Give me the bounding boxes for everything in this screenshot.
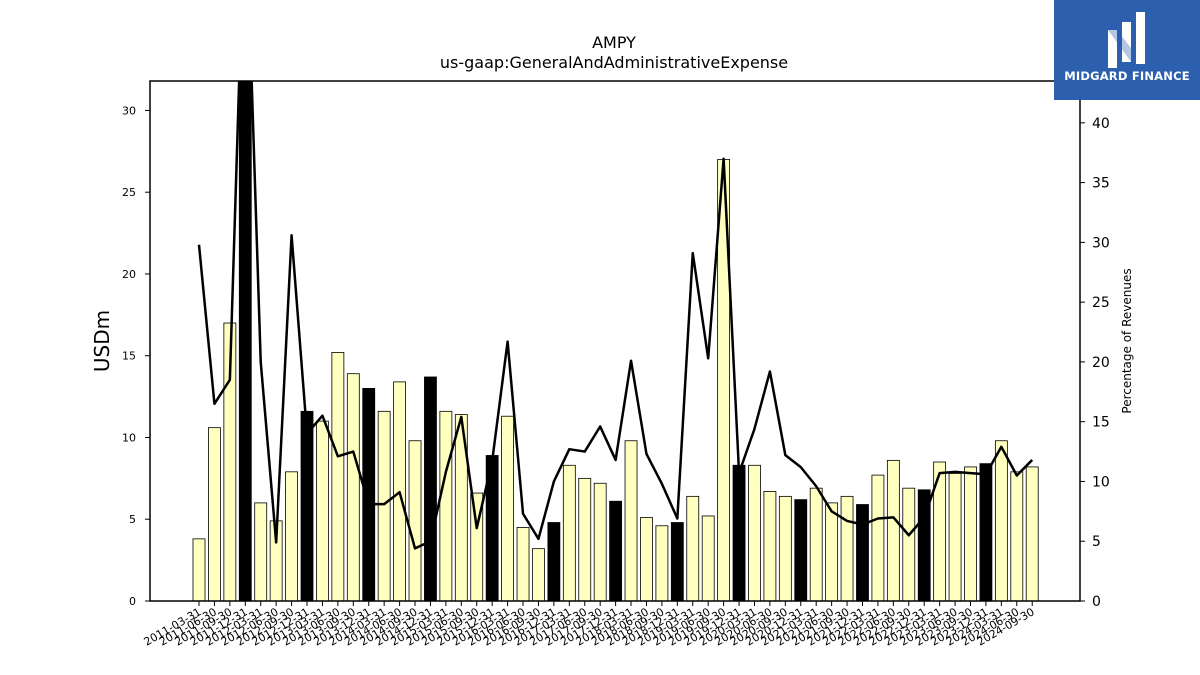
bar-2011-09-30 xyxy=(223,322,237,601)
bar-2018-09-30 xyxy=(655,525,669,601)
bar-2017-06-30 xyxy=(578,477,592,601)
bar-2024-03-31 xyxy=(994,440,1008,601)
bar-group xyxy=(192,81,1039,601)
y2-axis-label: Percentage of Revenues xyxy=(1120,268,1134,413)
bar-2012-12-31 xyxy=(300,410,314,601)
y2tick-label: 5 xyxy=(1092,534,1101,550)
bar-2013-03-31 xyxy=(316,420,329,601)
brand-logo: MIDGARD FINANCE xyxy=(1054,0,1200,100)
y2tick-label: 0 xyxy=(1092,594,1101,610)
bar-2019-06-30 xyxy=(701,515,715,601)
bar-2022-03-31 xyxy=(871,474,885,601)
ytick-label: 30 xyxy=(122,104,136,117)
chart-subtitle: us-gaap:GeneralAndAdministrativeExpense xyxy=(440,53,788,72)
ytick-label: 10 xyxy=(122,431,136,444)
bar-2022-09-30 xyxy=(902,487,916,601)
bar-2022-06-30 xyxy=(886,459,900,601)
bar-2014-03-31 xyxy=(377,410,391,601)
bar-2023-12-31 xyxy=(979,463,993,601)
y2tick-label: 25 xyxy=(1092,295,1110,311)
bar-2014-09-30 xyxy=(408,440,422,601)
plot-frame xyxy=(149,80,1081,602)
bar-2011-12-31 xyxy=(238,81,252,601)
bar-2016-09-30 xyxy=(532,548,545,601)
y2tick-label: 10 xyxy=(1092,474,1110,490)
y2tick-label: 20 xyxy=(1092,355,1110,371)
y-axis-label: USDm xyxy=(90,310,114,372)
bar-2021-09-30 xyxy=(840,495,854,601)
percentage-line xyxy=(197,81,1034,550)
bar-2017-03-31 xyxy=(562,464,576,601)
midgard-logo-icon xyxy=(1108,12,1145,68)
bar-2013-12-31 xyxy=(362,388,376,601)
bar-2018-12-31 xyxy=(670,522,684,601)
bar-2024-09-30 xyxy=(1025,466,1039,601)
left-axis-ticks: 0 5 10 15 20 25 30 xyxy=(122,104,150,608)
bar-2023-06-30 xyxy=(948,473,962,601)
bar-2020-12-31 xyxy=(794,499,808,601)
bar-2011-03-31 xyxy=(192,538,206,601)
bar-2020-09-30 xyxy=(778,495,792,601)
ytick-label: 5 xyxy=(129,513,136,526)
chart-title: AMPY xyxy=(592,33,636,52)
ytick-label: 25 xyxy=(122,186,136,199)
bar-2012-03-31 xyxy=(254,502,268,601)
bar-2022-12-31 xyxy=(917,489,931,601)
bar-2018-06-30 xyxy=(640,517,653,601)
bar-2024-06-30 xyxy=(1010,471,1024,601)
ytick-label: 20 xyxy=(122,268,136,281)
bar-2021-12-31 xyxy=(856,504,869,601)
bar-2017-12-31 xyxy=(609,500,623,601)
y2tick-label: 40 xyxy=(1092,116,1110,132)
bar-2013-09-30 xyxy=(346,373,360,601)
bar-2017-09-30 xyxy=(593,482,607,601)
y2tick-label: 35 xyxy=(1092,176,1110,192)
bar-2021-06-30 xyxy=(825,502,839,601)
brand-name: MIDGARD FINANCE xyxy=(1064,69,1190,83)
right-axis-ticks: 0 5 10 15 20 25 30 35 40 xyxy=(1080,116,1110,610)
bar-2015-03-31 xyxy=(439,410,453,601)
bar-2013-06-30 xyxy=(331,352,345,601)
bar-2020-03-31 xyxy=(748,464,761,601)
bar-2023-09-30 xyxy=(964,466,977,601)
ytick-label: 15 xyxy=(122,350,136,363)
bar-2016-03-31 xyxy=(501,415,515,601)
bar-2016-06-30 xyxy=(516,527,530,601)
bar-2018-03-31 xyxy=(624,440,638,601)
ytick-label: 0 xyxy=(129,595,136,608)
bar-2019-03-31 xyxy=(686,495,700,601)
bar-2016-12-31 xyxy=(547,522,561,601)
bar-2023-03-31 xyxy=(933,461,947,601)
bar-2021-03-31 xyxy=(809,487,823,601)
bar-2012-09-30 xyxy=(285,471,298,601)
bar-2014-12-31 xyxy=(424,376,437,601)
y2tick-label: 30 xyxy=(1092,235,1110,251)
bar-2020-06-30 xyxy=(763,491,777,601)
bar-2011-06-30 xyxy=(208,427,221,601)
y2tick-label: 15 xyxy=(1092,415,1110,431)
x-axis-ticks: 2011-03-312011-06-302011-09-302011-12-31… xyxy=(142,601,1037,649)
bar-2019-12-31 xyxy=(732,464,746,601)
